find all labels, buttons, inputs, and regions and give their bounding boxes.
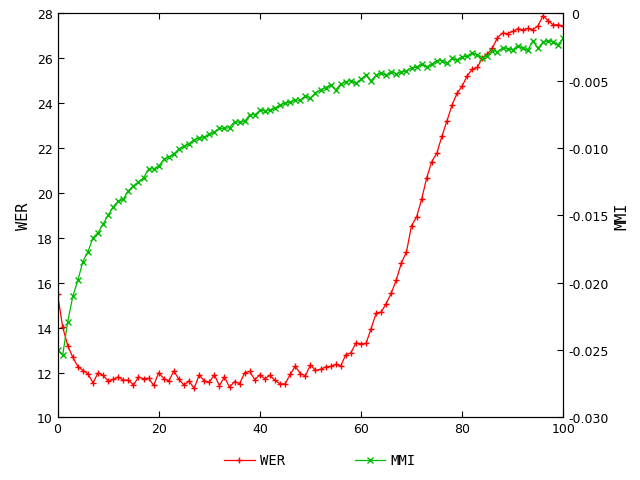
- MMI: [94, 230, 102, 236]
- Legend: WER, MMI: WER, MMI: [218, 448, 422, 473]
- WER: [54, 292, 61, 298]
- Y-axis label: MMI: MMI: [614, 203, 629, 229]
- MMI: [54, 348, 61, 353]
- Y-axis label: WER: WER: [16, 203, 31, 229]
- WER: [559, 24, 567, 30]
- WER: [291, 364, 299, 370]
- WER: [362, 341, 370, 347]
- MMI: [185, 142, 193, 147]
- MMI: [362, 73, 370, 79]
- Line: MMI: MMI: [54, 36, 566, 359]
- MMI: [438, 59, 445, 64]
- MMI: [413, 65, 420, 71]
- MMI: [291, 97, 299, 103]
- Line: WER: WER: [54, 13, 566, 392]
- MMI: [559, 36, 567, 42]
- WER: [413, 215, 420, 220]
- WER: [539, 14, 547, 20]
- MMI: [59, 353, 67, 359]
- WER: [89, 380, 97, 386]
- WER: [190, 386, 198, 392]
- WER: [438, 134, 445, 140]
- WER: [180, 383, 188, 388]
